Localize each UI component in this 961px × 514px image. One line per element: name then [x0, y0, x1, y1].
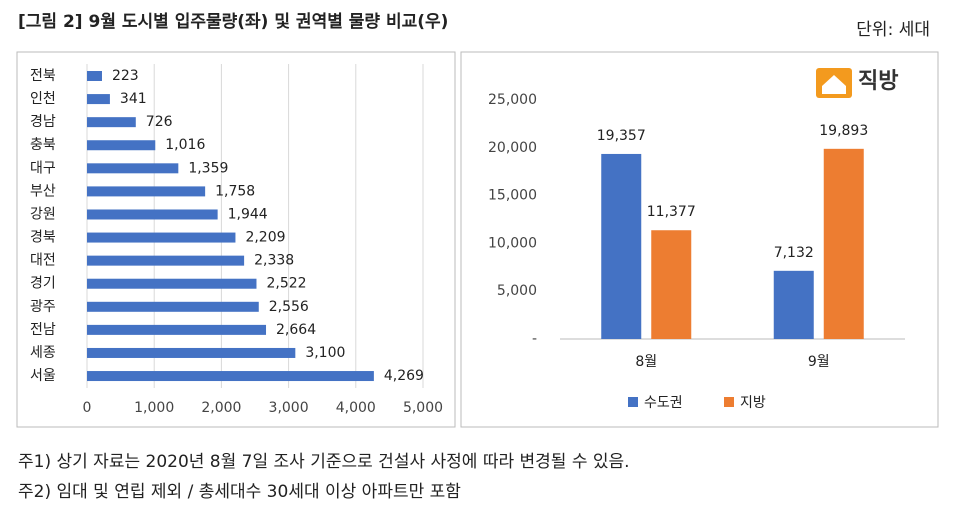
value-label: 223: [112, 68, 139, 84]
y-tick-label: 경기: [30, 276, 56, 292]
value-label: 2,664: [276, 322, 316, 338]
value-label: 1,944: [228, 206, 268, 222]
x-tick-label: 3,000: [269, 400, 309, 416]
bar: [87, 209, 218, 220]
bar: [87, 163, 179, 174]
value-label: 1,758: [215, 183, 255, 199]
bar: [87, 371, 374, 382]
value-label: 1,359: [188, 160, 228, 176]
value-label: 7,132: [774, 245, 814, 261]
y-tick-label: -: [532, 331, 537, 347]
y-tick-label: 세종: [30, 345, 56, 361]
y-tick-label: 경남: [30, 114, 56, 130]
value-label: 2,338: [254, 253, 294, 269]
y-tick-label: 서울: [30, 368, 56, 384]
bar: [87, 71, 102, 81]
logo-text: 직방: [858, 69, 898, 94]
legend-swatch: [628, 397, 638, 407]
y-tick-label: 5,000: [497, 283, 537, 299]
y-tick-label: 경북: [30, 230, 56, 246]
bar: [87, 255, 245, 266]
y-tick-label: 대구: [30, 160, 56, 176]
bar: [87, 186, 206, 197]
bar: [87, 347, 296, 358]
value-label: 4,269: [384, 368, 424, 384]
bar: [87, 117, 136, 128]
value-label: 2,522: [266, 276, 306, 292]
y-tick-label: 부산: [30, 183, 56, 199]
x-tick-label: 8월: [635, 354, 657, 370]
bar: [87, 140, 156, 151]
bar: [87, 324, 267, 335]
x-tick-label: 0: [83, 400, 92, 416]
bar: [87, 301, 259, 312]
bar: [87, 278, 257, 289]
bar: [823, 148, 864, 339]
value-label: 19,893: [819, 123, 868, 139]
x-tick-label: 9월: [808, 354, 830, 370]
x-tick-label: 2,000: [201, 400, 241, 416]
value-label: 726: [146, 114, 173, 130]
page-title: [그림 2] 9월 도시별 입주물량(좌) 및 권역별 물량 비교(우): [18, 12, 448, 32]
unit: 단위: 세대: [856, 20, 930, 40]
value-label: 2,556: [269, 299, 309, 315]
value-label: 1,016: [165, 137, 205, 153]
note: 주2) 임대 및 연립 제외 / 총세대수 30세대 이상 아파트만 포함: [18, 482, 461, 502]
right-panel: [460, 51, 939, 428]
y-tick-label: 충북: [30, 137, 56, 153]
y-tick-label: 15,000: [488, 188, 537, 204]
legend-swatch: [724, 397, 734, 407]
y-tick-label: 광주: [30, 299, 56, 315]
bar: [651, 230, 692, 339]
y-tick-label: 20,000: [488, 140, 537, 156]
y-tick-label: 10,000: [488, 235, 537, 251]
legend-label: 수도권: [644, 395, 683, 411]
value-label: 11,377: [647, 204, 696, 220]
y-tick-label: 25,000: [488, 92, 537, 108]
bar: [87, 232, 236, 243]
y-tick-label: 대전: [30, 253, 56, 269]
value-label: 3,100: [305, 345, 345, 361]
value-label: 2,209: [245, 230, 285, 246]
logo: 직방: [816, 68, 898, 98]
y-tick-label: 강원: [30, 206, 56, 222]
y-tick-label: 인천: [30, 91, 56, 107]
x-tick-label: 1,000: [134, 400, 174, 416]
x-tick-label: 5,000: [403, 400, 443, 416]
bar: [773, 270, 814, 339]
bar: [601, 153, 642, 339]
left-panel: [16, 51, 456, 428]
value-label: 341: [120, 91, 147, 107]
x-tick-label: 4,000: [336, 400, 376, 416]
logo-house: [822, 75, 846, 94]
y-tick-label: 전북: [30, 68, 56, 84]
value-label: 19,357: [597, 128, 646, 144]
note: 주1) 상기 자료는 2020년 8월 7일 조사 기준으로 건설사 사정에 따…: [18, 452, 630, 472]
legend-label: 지방: [740, 395, 766, 411]
bar: [87, 94, 110, 105]
y-tick-label: 전남: [30, 322, 56, 338]
